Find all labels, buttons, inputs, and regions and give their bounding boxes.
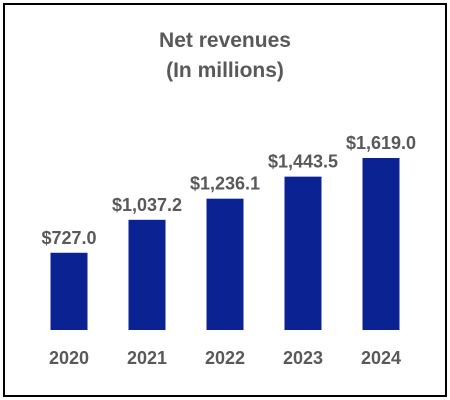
chart-title: Net revenues <box>159 29 291 52</box>
x-tick-label-2021: 2021 <box>127 348 167 368</box>
bar-2021 <box>128 219 166 330</box>
bar-2023 <box>284 176 322 330</box>
value-label-2021: $1,037.2 <box>112 195 182 215</box>
value-label-2020: $727.0 <box>41 228 96 248</box>
value-label-2024: $1,619.0 <box>346 133 416 153</box>
bar-2020 <box>50 252 88 330</box>
bar-2022 <box>206 198 244 330</box>
value-label-2022: $1,236.1 <box>190 174 260 194</box>
x-tick-label-2023: 2023 <box>283 348 323 368</box>
chart-subtitle: (In millions) <box>166 59 284 82</box>
value-label-2023: $1,443.5 <box>268 152 338 172</box>
x-axis-labels-group: 2020 2021 2022 2023 2024 <box>49 348 401 368</box>
bar-2024 <box>362 158 400 330</box>
x-tick-label-2020: 2020 <box>49 348 89 368</box>
x-tick-label-2022: 2022 <box>205 348 245 368</box>
value-labels-group: $727.0 $1,037.2 $1,236.1 $1,443.5 $1,619.0 <box>41 133 416 248</box>
x-tick-label-2024: 2024 <box>361 348 401 368</box>
bars-group <box>50 158 400 330</box>
